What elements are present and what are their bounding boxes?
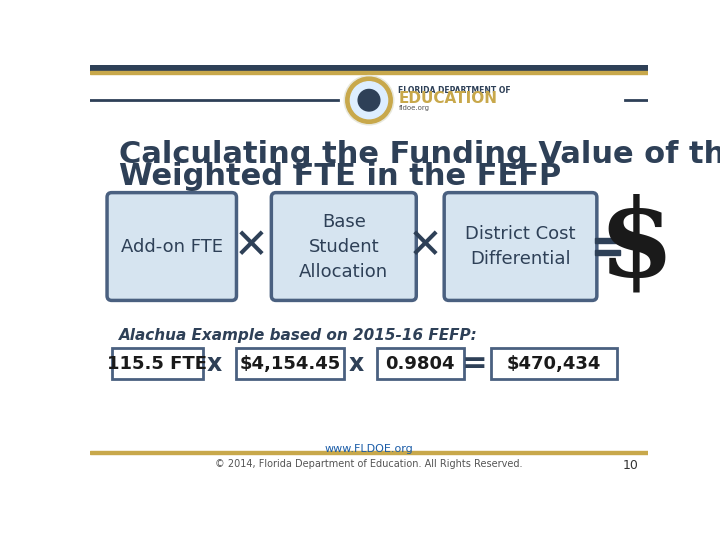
Circle shape xyxy=(346,77,392,123)
Text: Base
Student
Allocation: Base Student Allocation xyxy=(300,213,388,280)
FancyBboxPatch shape xyxy=(444,193,597,300)
Text: x: x xyxy=(348,352,364,375)
Bar xyxy=(112,348,203,379)
Bar xyxy=(595,250,620,255)
Text: 115.5 FTE: 115.5 FTE xyxy=(107,355,207,373)
Text: 10: 10 xyxy=(623,459,639,472)
Text: Add-on FTE: Add-on FTE xyxy=(121,238,222,255)
Bar xyxy=(90,71,648,74)
Text: Weighted FTE in the FEFP: Weighted FTE in the FEFP xyxy=(120,162,562,191)
Text: 0.9804: 0.9804 xyxy=(385,355,455,373)
Bar xyxy=(595,238,620,243)
Text: ✕: ✕ xyxy=(234,226,269,267)
Text: fldoe.org: fldoe.org xyxy=(398,105,429,111)
Text: FLORIDA DEPARTMENT OF: FLORIDA DEPARTMENT OF xyxy=(398,86,511,96)
Text: Alachua Example based on 2015-16 FEFP:: Alachua Example based on 2015-16 FEFP: xyxy=(120,328,478,343)
Text: www.FLDOE.org: www.FLDOE.org xyxy=(325,444,413,454)
Text: Calculating the Funding Value of the: Calculating the Funding Value of the xyxy=(120,140,720,169)
Bar xyxy=(235,348,344,379)
Text: © 2014, Florida Department of Education. All Rights Reserved.: © 2014, Florida Department of Education.… xyxy=(215,459,523,469)
Text: $470,434: $470,434 xyxy=(507,355,601,373)
Circle shape xyxy=(351,82,387,119)
Bar xyxy=(492,348,617,379)
FancyBboxPatch shape xyxy=(107,193,236,300)
Text: $: $ xyxy=(598,193,673,300)
FancyBboxPatch shape xyxy=(271,193,416,300)
Circle shape xyxy=(344,76,394,125)
Text: EDUCATION: EDUCATION xyxy=(398,91,498,106)
Text: $4,154.45: $4,154.45 xyxy=(239,355,341,373)
Text: x: x xyxy=(207,352,222,375)
Bar xyxy=(90,74,648,126)
Text: District Cost
Differential: District Cost Differential xyxy=(465,225,576,268)
Bar xyxy=(90,65,648,71)
Bar xyxy=(377,348,464,379)
Circle shape xyxy=(358,90,380,111)
Text: ✕: ✕ xyxy=(408,226,442,267)
Bar xyxy=(90,451,648,454)
Text: =: = xyxy=(462,349,487,378)
